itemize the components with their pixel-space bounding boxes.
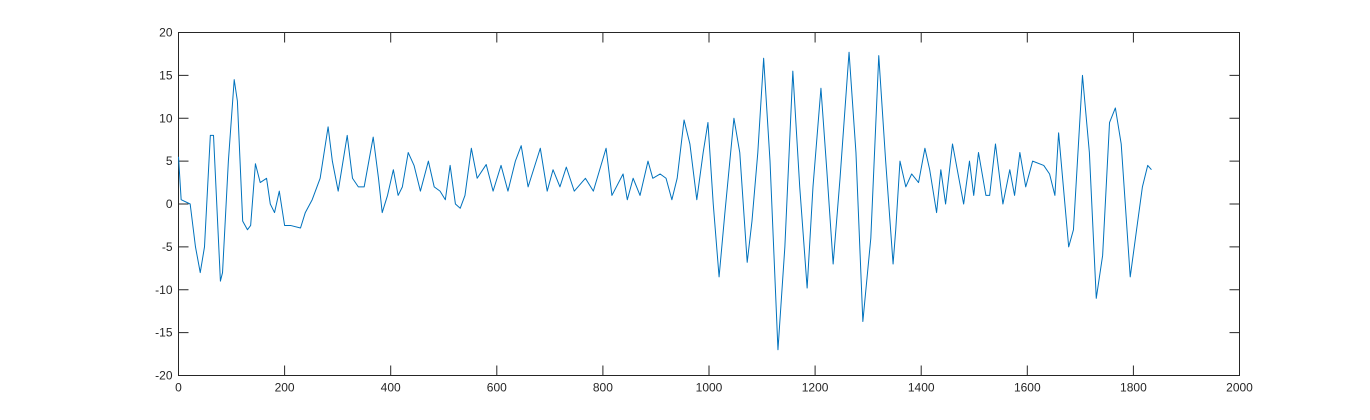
y-tick-label: -10 — [155, 283, 173, 297]
x-tick-label: 0 — [175, 381, 182, 395]
x-tick-label: 1600 — [1014, 381, 1041, 395]
y-tick-label: -15 — [155, 326, 173, 340]
y-tick-label: 20 — [159, 26, 173, 40]
x-tick-label: 1000 — [696, 381, 723, 395]
y-tick-label: -20 — [155, 369, 173, 383]
x-tick-label: 600 — [487, 381, 507, 395]
y-tick-label: 10 — [159, 111, 173, 125]
y-tick-label: -5 — [162, 240, 173, 254]
x-tick-label: 1800 — [1120, 381, 1147, 395]
x-tick-label: 200 — [275, 381, 295, 395]
y-tick-label: 15 — [159, 68, 173, 82]
x-tick-label: 1200 — [802, 381, 829, 395]
y-tick-label: 0 — [166, 197, 173, 211]
x-tick-label: 800 — [593, 381, 613, 395]
axes-box — [178, 32, 1240, 376]
x-tick-label: 2000 — [1226, 381, 1253, 395]
x-tick-label: 400 — [381, 381, 401, 395]
x-tick-label: 1400 — [908, 381, 935, 395]
y-tick-label: 5 — [166, 154, 173, 168]
data-line — [178, 51, 1152, 351]
